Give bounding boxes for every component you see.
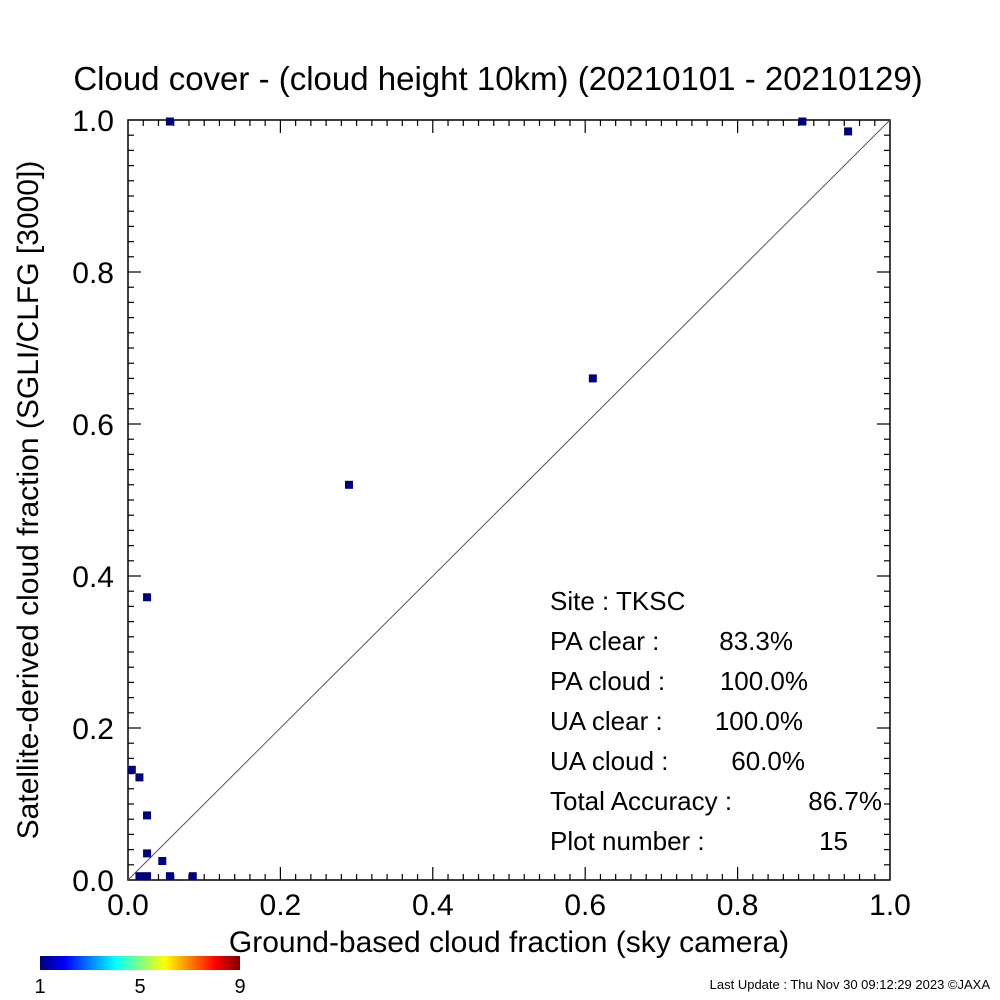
stat-value: 15 <box>819 826 848 856</box>
x-axis-label: Ground-based cloud fraction (sky camera) <box>229 926 789 959</box>
stat-label: Site : TKSC <box>550 586 685 616</box>
data-point <box>143 872 152 881</box>
x-tick-label: 0.4 <box>412 889 454 922</box>
data-point <box>165 117 174 126</box>
stat-value: 83.3% <box>719 626 793 656</box>
colorbar-mid-label: 5 <box>134 976 145 998</box>
y-tick-label: 0.0 <box>72 865 114 898</box>
stat-value: 100.0% <box>715 706 803 736</box>
stat-label: PA clear : <box>550 626 659 656</box>
x-tick-label: 1.0 <box>869 889 911 922</box>
y-tick-label: 0.4 <box>72 561 114 594</box>
data-point <box>158 857 167 865</box>
chart-title: Cloud cover - (cloud height 10km) (20210… <box>73 60 922 97</box>
data-point <box>165 872 174 881</box>
axis-ticks <box>128 120 890 880</box>
x-tick-label: 0.8 <box>717 889 759 922</box>
data-point <box>135 872 144 881</box>
colorbar-gradient <box>40 956 240 970</box>
data-point <box>344 480 353 489</box>
stat-label: Plot number : <box>550 826 705 856</box>
stat-value: 86.7% <box>808 786 882 816</box>
stat-label: Total Accuracy : <box>550 786 732 816</box>
statistics-panel: Site : TKSC PA clear : 83.3% PA cloud : 100.… <box>550 586 882 856</box>
y-tick-label: 0.8 <box>72 257 114 290</box>
data-point <box>798 117 807 126</box>
stat-value: 60.0% <box>731 746 805 776</box>
x-tick-labels: 0.0 0.2 0.4 0.6 0.8 1.0 <box>107 889 911 922</box>
colorbar: 1 5 9 <box>34 956 246 998</box>
data-point <box>127 765 136 774</box>
data-point <box>844 127 853 136</box>
data-point <box>588 374 597 383</box>
footer-last-update: Last Update : Thu Nov 30 09:12:29 2023 ©… <box>710 977 991 992</box>
data-point <box>135 773 144 782</box>
data-points <box>127 117 853 881</box>
colorbar-max-label: 9 <box>234 976 245 998</box>
data-point <box>143 811 152 820</box>
colorbar-min-label: 1 <box>34 976 45 998</box>
one-to-one-line <box>127 119 891 881</box>
y-axis-label: Satellite-derived cloud fraction (SGLI/C… <box>12 161 45 840</box>
stat-value: 100.0% <box>720 666 808 696</box>
stat-label: UA cloud : <box>550 746 669 776</box>
y-tick-label: 0.2 <box>72 713 114 746</box>
y-tick-label: 1.0 <box>72 105 114 138</box>
stat-label: UA clear : <box>550 706 663 736</box>
data-point <box>188 872 197 881</box>
stat-label: PA cloud : <box>550 666 665 696</box>
data-point <box>143 849 152 858</box>
data-point <box>143 593 152 602</box>
y-tick-labels: 0.0 0.2 0.4 0.6 0.8 1.0 <box>72 105 114 898</box>
y-tick-label: 0.6 <box>72 409 114 442</box>
x-tick-label: 0.0 <box>107 889 149 922</box>
x-tick-label: 0.2 <box>260 889 302 922</box>
x-tick-label: 0.6 <box>564 889 606 922</box>
